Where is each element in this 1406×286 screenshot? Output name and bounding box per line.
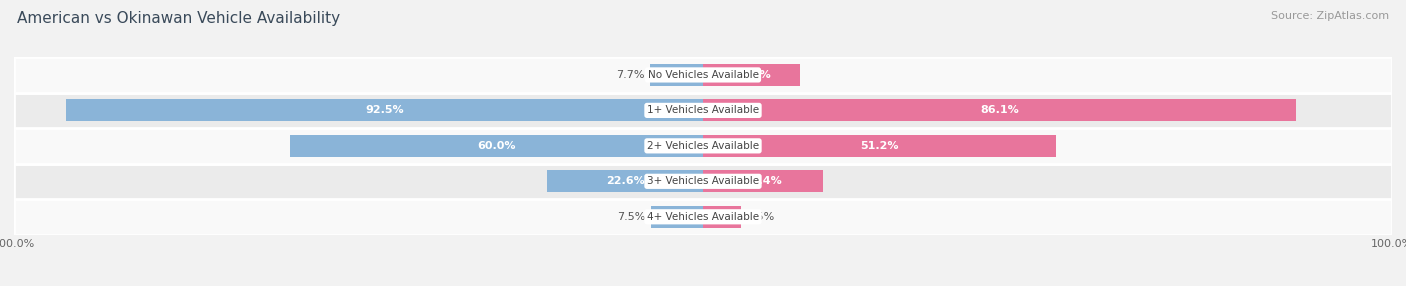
Text: American vs Okinawan Vehicle Availability: American vs Okinawan Vehicle Availabilit… [17,11,340,26]
Bar [703,170,823,192]
Text: 14.1%: 14.1% [733,70,770,80]
Bar [547,170,703,192]
Bar [14,57,1392,93]
Text: 17.4%: 17.4% [744,176,782,186]
Bar [14,128,1392,164]
Bar [14,164,1392,199]
Text: 2+ Vehicles Available: 2+ Vehicles Available [647,141,759,151]
Text: 86.1%: 86.1% [980,106,1019,115]
Text: 4+ Vehicles Available: 4+ Vehicles Available [647,212,759,222]
Text: 51.2%: 51.2% [860,141,898,151]
Bar [14,93,1392,128]
Bar [650,64,703,86]
Bar [14,199,1392,235]
Bar [703,135,1056,157]
Bar [651,206,703,228]
Bar [703,100,1296,121]
Text: 7.7%: 7.7% [616,70,644,80]
Text: No Vehicles Available: No Vehicles Available [648,70,758,80]
Text: Source: ZipAtlas.com: Source: ZipAtlas.com [1271,11,1389,21]
Text: 5.5%: 5.5% [747,212,775,222]
Text: 60.0%: 60.0% [477,141,516,151]
Bar [703,64,800,86]
Text: 22.6%: 22.6% [606,176,644,186]
Text: 7.5%: 7.5% [617,212,645,222]
Bar [66,100,703,121]
Text: 92.5%: 92.5% [366,106,404,115]
Text: 1+ Vehicles Available: 1+ Vehicles Available [647,106,759,115]
Bar [290,135,703,157]
Text: 3+ Vehicles Available: 3+ Vehicles Available [647,176,759,186]
Bar [703,206,741,228]
